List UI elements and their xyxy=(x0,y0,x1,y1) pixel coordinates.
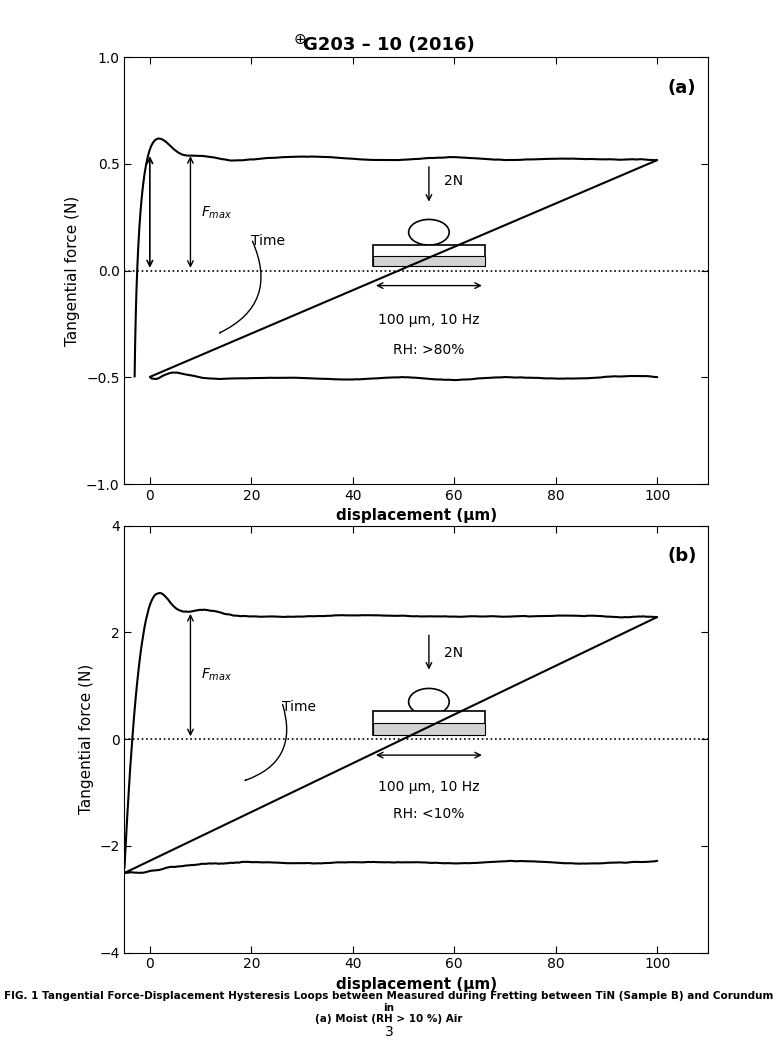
Text: Time: Time xyxy=(251,234,286,248)
Text: $F_{max}$: $F_{max}$ xyxy=(201,667,232,683)
Bar xyxy=(373,711,485,735)
Text: Time: Time xyxy=(282,701,316,714)
Text: RH: >80%: RH: >80% xyxy=(393,342,464,357)
Y-axis label: Tangential force (N): Tangential force (N) xyxy=(79,664,93,814)
Text: 2N: 2N xyxy=(444,645,463,660)
Y-axis label: Tangential force (N): Tangential force (N) xyxy=(65,196,80,346)
Text: (b): (b) xyxy=(667,548,696,565)
Text: (a): (a) xyxy=(667,78,696,97)
Text: ⊕: ⊕ xyxy=(293,32,306,47)
Text: 100 μm, 10 Hz: 100 μm, 10 Hz xyxy=(378,312,480,327)
Text: 100 μm, 10 Hz: 100 μm, 10 Hz xyxy=(378,780,480,794)
X-axis label: displacement (μm): displacement (μm) xyxy=(335,508,497,524)
Bar xyxy=(373,256,485,266)
FancyArrowPatch shape xyxy=(219,242,261,333)
X-axis label: displacement (μm): displacement (μm) xyxy=(335,976,497,992)
Text: RH: <10%: RH: <10% xyxy=(393,807,464,820)
Bar xyxy=(373,723,485,735)
Text: 3: 3 xyxy=(384,1025,394,1039)
Text: FIG. 1 Tangential Force-Displacement Hysteresis Loops between Measured during Fr: FIG. 1 Tangential Force-Displacement Hys… xyxy=(5,991,773,1024)
Text: G203 – 10 (2016): G203 – 10 (2016) xyxy=(303,36,475,54)
Text: $F_{max}$: $F_{max}$ xyxy=(201,205,232,222)
FancyArrowPatch shape xyxy=(245,705,287,781)
Bar xyxy=(373,245,485,266)
Text: 2N: 2N xyxy=(444,174,463,188)
